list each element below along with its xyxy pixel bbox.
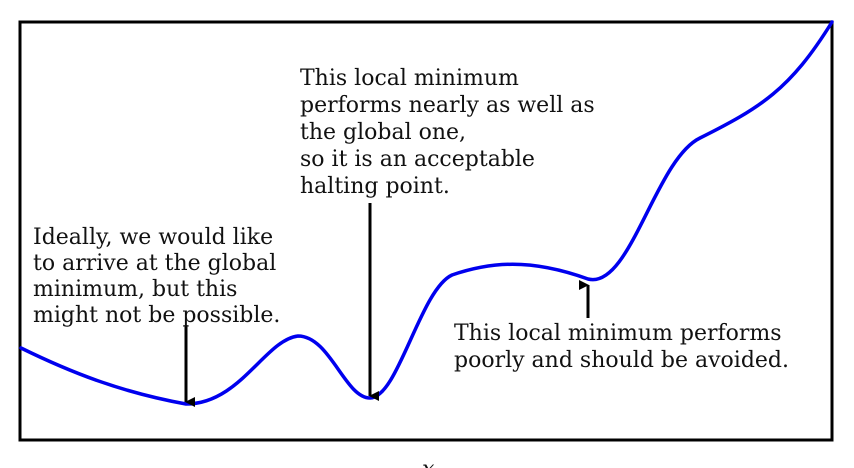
annotation-line: might not be possible. — [33, 303, 280, 328]
annotation-line: the global one, — [300, 120, 466, 145]
annotation-line: This local minimum performs — [454, 321, 782, 346]
plot-frame — [18, 20, 834, 442]
poor-minimum-annotation: This local minimum performs poorly and s… — [454, 321, 789, 373]
annotation-line: poorly and should be avoided. — [454, 348, 789, 373]
annotation-line: to arrive at the global — [33, 251, 276, 276]
acceptable-minimum-annotation: This local minimum performs nearly as we… — [300, 66, 602, 199]
annotation-line: performs nearly as well as — [300, 93, 595, 118]
cost-function-curve — [19, 20, 834, 406]
annotation-line: halting point. — [300, 174, 450, 199]
annotation-line: so it is an acceptable — [300, 147, 535, 172]
x-axis-label: 𝑥 — [422, 457, 435, 468]
annotation-line: Ideally, we would like — [33, 225, 273, 250]
global-minimum-annotation: Ideally, we would like to arrive at the … — [33, 225, 283, 328]
annotation-line: minimum, but this — [33, 277, 237, 302]
annotation-line: This local minimum — [300, 66, 519, 91]
